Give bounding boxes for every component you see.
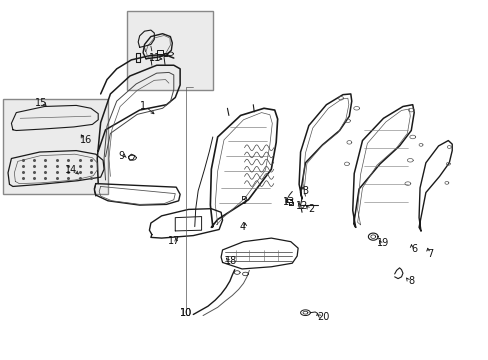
Text: 20: 20 <box>317 312 329 322</box>
Text: 6: 6 <box>410 244 416 254</box>
Text: 19: 19 <box>377 238 389 248</box>
Text: 1: 1 <box>140 102 146 112</box>
Text: 2: 2 <box>308 204 314 215</box>
Text: 11: 11 <box>148 53 161 63</box>
Text: 12: 12 <box>295 201 307 211</box>
Text: 15: 15 <box>35 98 47 108</box>
Text: 9: 9 <box>118 150 124 161</box>
Text: 13: 13 <box>283 197 295 207</box>
Text: 5: 5 <box>240 196 245 206</box>
Text: 7: 7 <box>427 248 433 258</box>
FancyBboxPatch shape <box>3 99 108 194</box>
Text: 18: 18 <box>224 256 237 266</box>
Text: 10: 10 <box>180 308 192 318</box>
Text: 14: 14 <box>65 165 78 175</box>
Text: 17: 17 <box>167 236 180 246</box>
Text: 8: 8 <box>407 276 413 286</box>
Text: 10: 10 <box>180 308 192 318</box>
Text: 3: 3 <box>302 186 308 196</box>
Text: 16: 16 <box>80 135 92 145</box>
FancyBboxPatch shape <box>127 12 212 90</box>
Text: 4: 4 <box>240 222 245 232</box>
